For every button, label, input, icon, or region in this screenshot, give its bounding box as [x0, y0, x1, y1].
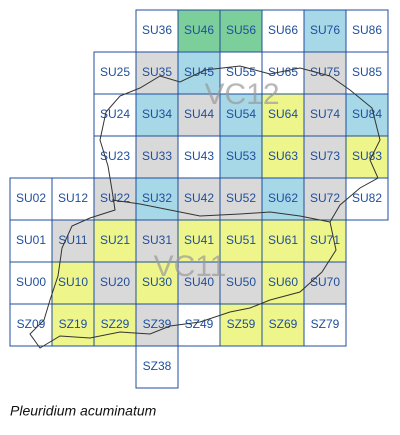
square-label: SU25 — [100, 65, 130, 79]
grid-square — [303, 261, 347, 305]
square-label: SU50 — [226, 275, 256, 289]
region-label: VC11 — [154, 250, 227, 283]
square-label: SZ79 — [311, 317, 340, 331]
grid-square — [303, 303, 347, 347]
region-label: VC12 — [204, 78, 279, 111]
grid-square — [303, 219, 347, 263]
square-label: SZ38 — [143, 359, 172, 373]
square-label: SU83 — [352, 149, 382, 163]
square-label: SU31 — [142, 233, 172, 247]
square-label: SU00 — [16, 275, 46, 289]
square-label: SU45 — [184, 65, 214, 79]
grid-square — [93, 303, 137, 347]
vice-county-divide — [111, 199, 331, 223]
square-label: SU63 — [268, 149, 298, 163]
grid-square — [345, 93, 389, 137]
square-label: SU44 — [184, 107, 214, 121]
grid-square — [9, 261, 53, 305]
square-label: SU35 — [142, 65, 172, 79]
square-label: SU74 — [310, 107, 340, 121]
square-label: SU36 — [142, 23, 172, 37]
grid-square — [345, 51, 389, 95]
square-label: SU53 — [226, 149, 256, 163]
square-label: SU22 — [100, 191, 130, 205]
square-label: SU73 — [310, 149, 340, 163]
grid-square — [345, 135, 389, 179]
square-label: SU46 — [184, 23, 214, 37]
square-label: SZ39 — [143, 317, 172, 331]
grid-square — [135, 9, 179, 53]
grid-square — [9, 303, 53, 347]
grid-square — [261, 219, 305, 263]
square-label: SZ19 — [59, 317, 88, 331]
square-label: SU71 — [310, 233, 340, 247]
grid-square — [135, 51, 179, 95]
square-label: SU72 — [310, 191, 340, 205]
square-label: SU12 — [58, 191, 88, 205]
grid-square — [219, 219, 263, 263]
square-label: SU30 — [142, 275, 172, 289]
grid-square — [135, 303, 179, 347]
square-label: SU10 — [58, 275, 88, 289]
grid-square — [93, 261, 137, 305]
square-label: SU62 — [268, 191, 298, 205]
grid-square — [261, 303, 305, 347]
grid-square — [345, 9, 389, 53]
square-label: SZ09 — [17, 317, 46, 331]
square-label: SU41 — [184, 233, 214, 247]
square-label: SU56 — [226, 23, 256, 37]
square-label: SU75 — [310, 65, 340, 79]
square-label: SZ49 — [185, 317, 214, 331]
square-label: SZ29 — [101, 317, 130, 331]
square-label: SU54 — [226, 107, 256, 121]
grid-square — [9, 219, 53, 263]
square-label: SU85 — [352, 65, 382, 79]
caption: Pleuridium acuminatum — [10, 403, 157, 419]
square-label: SU86 — [352, 23, 382, 37]
square-label: SU64 — [268, 107, 298, 121]
grid-square — [303, 177, 347, 221]
square-label: SU66 — [268, 23, 298, 37]
square-label: SU42 — [184, 191, 214, 205]
grid-square — [177, 135, 221, 179]
square-label: SU32 — [142, 191, 172, 205]
square-label: SU34 — [142, 107, 172, 121]
square-label: SU60 — [268, 275, 298, 289]
square-label: SU01 — [16, 233, 46, 247]
square-label: SU23 — [100, 149, 130, 163]
square-label: SU40 — [184, 275, 214, 289]
square-label: SU52 — [226, 191, 256, 205]
square-label: SU33 — [142, 149, 172, 163]
square-label: SU76 — [310, 23, 340, 37]
grid-square — [9, 177, 53, 221]
square-label: SU20 — [100, 275, 130, 289]
grid-square — [51, 219, 95, 263]
grid-square — [93, 177, 137, 221]
grid-square — [219, 135, 263, 179]
square-label: SU70 — [310, 275, 340, 289]
square-label: SU84 — [352, 107, 382, 121]
square-label: SZ69 — [269, 317, 298, 331]
square-label: SU11 — [58, 233, 87, 247]
square-label: SU43 — [184, 149, 214, 163]
county-boundary — [29, 65, 381, 349]
grid-square — [177, 261, 221, 305]
square-label: SZ59 — [227, 317, 256, 331]
grid-square — [345, 177, 389, 221]
square-label: SU51 — [226, 233, 256, 247]
square-label: SU61 — [268, 233, 298, 247]
grid-square — [261, 51, 305, 95]
square-label: SU65 — [268, 65, 298, 79]
grid-square — [135, 345, 179, 389]
square-label: SU02 — [16, 191, 46, 205]
grid-square — [177, 9, 221, 53]
square-label: SU21 — [100, 233, 130, 247]
grid-square — [177, 219, 221, 263]
grid-square — [219, 261, 263, 305]
square-label: SU82 — [352, 191, 382, 205]
grid-square — [51, 261, 95, 305]
